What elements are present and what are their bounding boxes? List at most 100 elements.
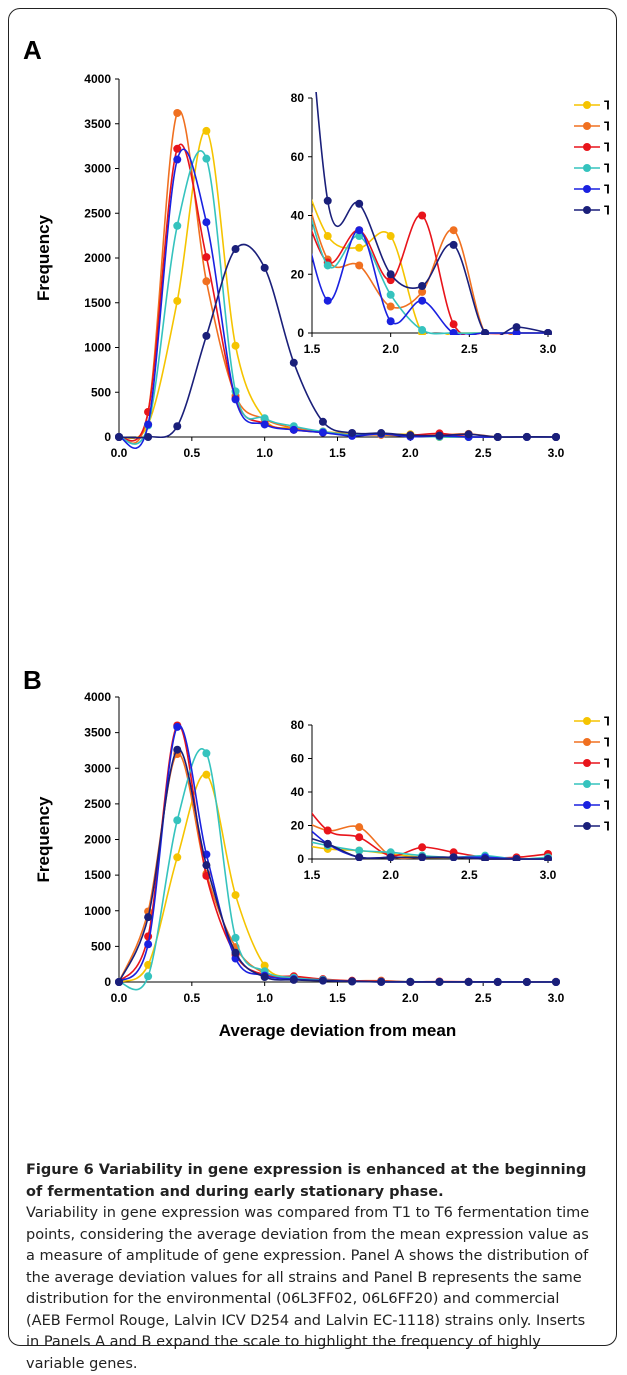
data-point — [202, 331, 211, 340]
inset-data-point — [449, 853, 458, 861]
inset-data-point — [418, 326, 427, 335]
inset-data-point — [386, 317, 395, 326]
inset-y-tick-label: 60 — [291, 752, 305, 766]
data-point — [231, 341, 240, 350]
data-point — [202, 770, 211, 779]
data-point — [173, 109, 182, 118]
inset-data-point — [512, 855, 521, 861]
inset-x-tick-label: 2.5 — [461, 868, 478, 882]
data-point — [464, 977, 473, 986]
data-point — [377, 429, 386, 438]
inset-y-tick-label: 20 — [291, 819, 305, 833]
data-point — [231, 891, 240, 900]
data-point — [202, 749, 211, 758]
inset-data-point — [323, 839, 332, 848]
inset-data-point — [449, 320, 458, 329]
inset-y-tick-label: 60 — [291, 150, 305, 164]
inset-data-point — [418, 287, 427, 296]
data-point — [289, 975, 298, 984]
legend-item-t1: T1 — [574, 98, 609, 113]
data-point — [318, 417, 327, 426]
inset-data-point — [512, 323, 521, 332]
legend-swatch-marker — [583, 822, 591, 830]
x-tick-label: 1.0 — [256, 446, 273, 457]
legend-label: T2 — [604, 119, 609, 134]
inset-data-point — [386, 302, 395, 311]
figure-caption: Figure 6 Variability in gene expression … — [26, 1160, 598, 1375]
data-point — [144, 972, 153, 981]
x-axis-label: Average deviation from mean — [219, 1021, 456, 1040]
legend-label: T2 — [604, 735, 609, 750]
panel-letter: B — [23, 665, 42, 695]
y-tick-label: 1500 — [84, 296, 111, 310]
data-point — [435, 977, 444, 986]
data-point — [202, 218, 211, 227]
x-tick-label: 2.0 — [402, 991, 419, 1005]
inset-y-tick-label: 0 — [297, 852, 304, 866]
data-point — [173, 853, 182, 862]
legend-swatch-marker — [583, 143, 591, 151]
y-tick-label: 2000 — [84, 251, 111, 265]
inset-data-point — [544, 855, 552, 861]
x-tick-label: 2.5 — [475, 446, 492, 457]
legend-swatch-marker — [583, 759, 591, 767]
inset-data-point — [386, 290, 395, 299]
inset-data-point — [355, 846, 364, 855]
x-tick-label: 0.5 — [183, 446, 200, 457]
data-point — [202, 861, 211, 870]
data-point — [260, 973, 269, 982]
data-point — [260, 961, 269, 970]
data-point — [144, 420, 153, 429]
inset-data-point — [323, 196, 332, 205]
inset-data-point — [323, 261, 332, 270]
inset-data-point — [355, 232, 364, 241]
inset-data-point — [418, 296, 427, 305]
inset-data-point — [418, 282, 427, 290]
inset-y-tick-label: 80 — [291, 91, 305, 105]
legend-swatch-marker — [583, 801, 591, 809]
inset-data-point — [544, 329, 552, 335]
inset-x-tick-label: 2.5 — [461, 342, 478, 356]
x-tick-label: 0.0 — [111, 991, 128, 1005]
data-point — [173, 816, 182, 825]
inset-data-point — [386, 276, 395, 285]
y-tick-label: 500 — [91, 939, 111, 953]
inset-data-point — [418, 211, 427, 220]
legend-label: T5 — [604, 798, 609, 813]
legend-swatch-marker — [583, 717, 591, 725]
legend-item-t6: T6 — [574, 819, 609, 834]
inset-data-point — [481, 329, 490, 335]
data-point — [144, 433, 153, 441]
x-tick-label: 0.5 — [183, 991, 200, 1005]
y-tick-label: 2500 — [84, 206, 111, 220]
inset-data-point — [418, 853, 427, 861]
y-tick-label: 2500 — [84, 797, 111, 811]
legend-item-t2: T2 — [574, 119, 609, 134]
y-tick-label: 3500 — [84, 117, 111, 131]
legend-swatch-marker — [583, 101, 591, 109]
inset-y-tick-label: 80 — [291, 718, 305, 732]
inset-series-t6 — [312, 837, 552, 861]
caption-body: Variability in gene expression was compa… — [26, 1205, 590, 1372]
legend-item-t4: T4 — [574, 161, 609, 176]
data-point — [522, 978, 531, 986]
inset-x-tick-label: 2.0 — [382, 868, 399, 882]
x-tick-label: 1.5 — [329, 991, 346, 1005]
data-point — [260, 420, 269, 429]
legend-swatch-marker — [583, 122, 591, 130]
inset-data-point — [355, 823, 364, 832]
legend-item-t2: T2 — [574, 735, 609, 750]
data-point — [173, 296, 182, 305]
legend-item-t4: T4 — [574, 777, 609, 792]
legend-item-t1: T1 — [574, 714, 609, 729]
panel-a-chart: A 0 500 1000 1500 2000 2500 3000 3500 4000 0.0 0.5 1… — [23, 35, 609, 457]
data-point — [202, 154, 211, 163]
inset-series-group — [312, 812, 552, 861]
legend-label: T4 — [604, 777, 609, 792]
y-tick-label: 500 — [91, 385, 111, 399]
data-point — [377, 977, 386, 986]
legend: T1 T2 T3 T4 T5 T6 — [574, 714, 609, 834]
y-tick-label: 1000 — [84, 904, 111, 918]
data-point — [202, 253, 211, 262]
inset-data-point — [355, 853, 364, 861]
